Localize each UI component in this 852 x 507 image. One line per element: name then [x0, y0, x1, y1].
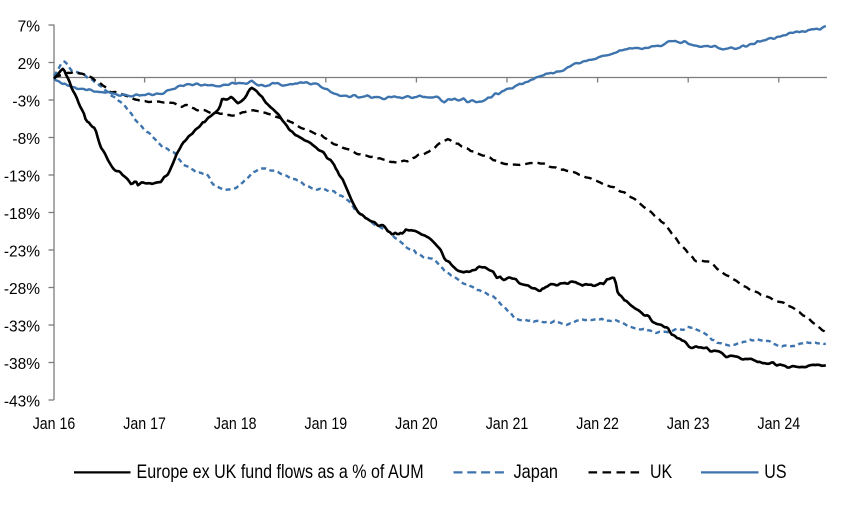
svg-text:-23%: -23% [4, 244, 40, 261]
svg-text:Jan 24: Jan 24 [758, 414, 801, 433]
svg-text:Jan 21: Jan 21 [486, 414, 529, 433]
svg-text:-28%: -28% [4, 281, 40, 298]
svg-text:2%: 2% [18, 56, 41, 73]
svg-text:Jan 23: Jan 23 [667, 414, 710, 433]
svg-text:-38%: -38% [4, 356, 40, 373]
svg-text:Jan 20: Jan 20 [395, 414, 438, 433]
svg-text:-43%: -43% [4, 394, 40, 411]
svg-text:US: US [764, 461, 786, 483]
svg-text:UK: UK [650, 461, 672, 483]
svg-text:-18%: -18% [4, 206, 40, 223]
svg-text:-13%: -13% [4, 169, 40, 186]
svg-text:-33%: -33% [4, 319, 40, 336]
svg-text:Jan 17: Jan 17 [123, 414, 166, 433]
svg-text:Jan 22: Jan 22 [576, 414, 619, 433]
svg-text:Europe ex UK fund flows as a %: Europe ex UK fund flows as a % of AUM [137, 461, 424, 483]
svg-text:-8%: -8% [12, 131, 40, 148]
svg-text:-3%: -3% [12, 94, 40, 111]
svg-text:Jan 19: Jan 19 [305, 414, 348, 433]
svg-text:Jan 18: Jan 18 [214, 414, 257, 433]
svg-text:Japan: Japan [514, 461, 559, 483]
svg-text:Jan 16: Jan 16 [33, 414, 76, 433]
svg-text:7%: 7% [18, 19, 41, 36]
